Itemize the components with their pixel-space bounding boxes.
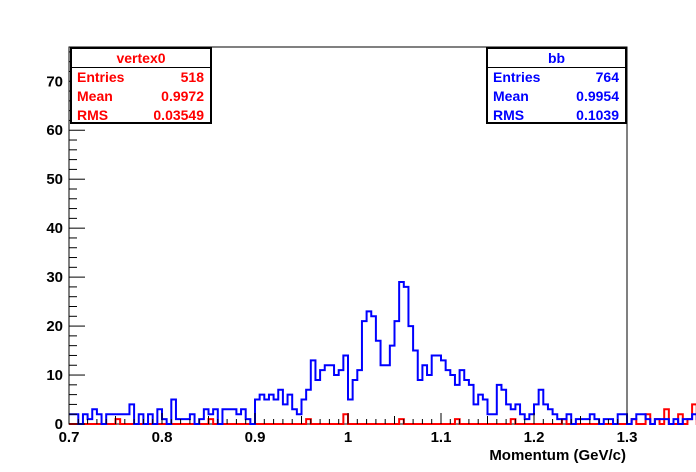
stats-rms-value: 0.03549: [153, 107, 204, 123]
y-tick-label: 40: [46, 220, 63, 237]
stats-mean-value: 0.9972: [161, 88, 204, 104]
stats-title: bb: [488, 49, 625, 68]
y-tick-label: 10: [46, 367, 63, 384]
stats-box-bb: bb Entries 764 Mean 0.9954 RMS 0.1039: [486, 47, 627, 124]
stats-entries-label: Entries: [493, 69, 541, 85]
stats-mean-label: Mean: [493, 88, 529, 104]
stats-entries-value: 764: [595, 69, 619, 85]
stats-mean-label: Mean: [77, 88, 113, 104]
x-tick-label: 1.3: [617, 429, 638, 446]
x-tick-label: 1.2: [524, 429, 545, 446]
stats-box-vertex0: vertex0 Entries 518 Mean 0.9972 RMS 0.03549: [70, 47, 212, 124]
x-tick-label: 1.1: [431, 429, 452, 446]
stats-rms-value: 0.1039: [576, 107, 619, 123]
x-tick-label: 1: [344, 429, 352, 446]
x-tick-label: 0.9: [245, 429, 266, 446]
stats-rms-label: RMS: [493, 107, 525, 123]
stats-entries-label: Entries: [77, 69, 125, 85]
x-tick-label: 0.8: [152, 429, 173, 446]
histogram-series-vertex0: [69, 403, 696, 425]
y-tick-label: 0: [55, 416, 63, 433]
y-tick-label: 70: [46, 73, 63, 90]
x-axis-label: Momentum (GeV/c): [489, 447, 626, 464]
x-tick-label: 0.7: [59, 429, 80, 446]
stats-title: vertex0: [72, 49, 210, 68]
y-tick-label: 20: [46, 318, 63, 335]
y-tick-label: 50: [46, 171, 63, 188]
stats-mean-value: 0.9954: [576, 88, 619, 104]
y-tick-label: 30: [46, 269, 63, 286]
stats-rms-label: RMS: [77, 107, 109, 123]
y-tick-label: 60: [46, 122, 63, 139]
stats-entries-value: 518: [180, 69, 204, 85]
